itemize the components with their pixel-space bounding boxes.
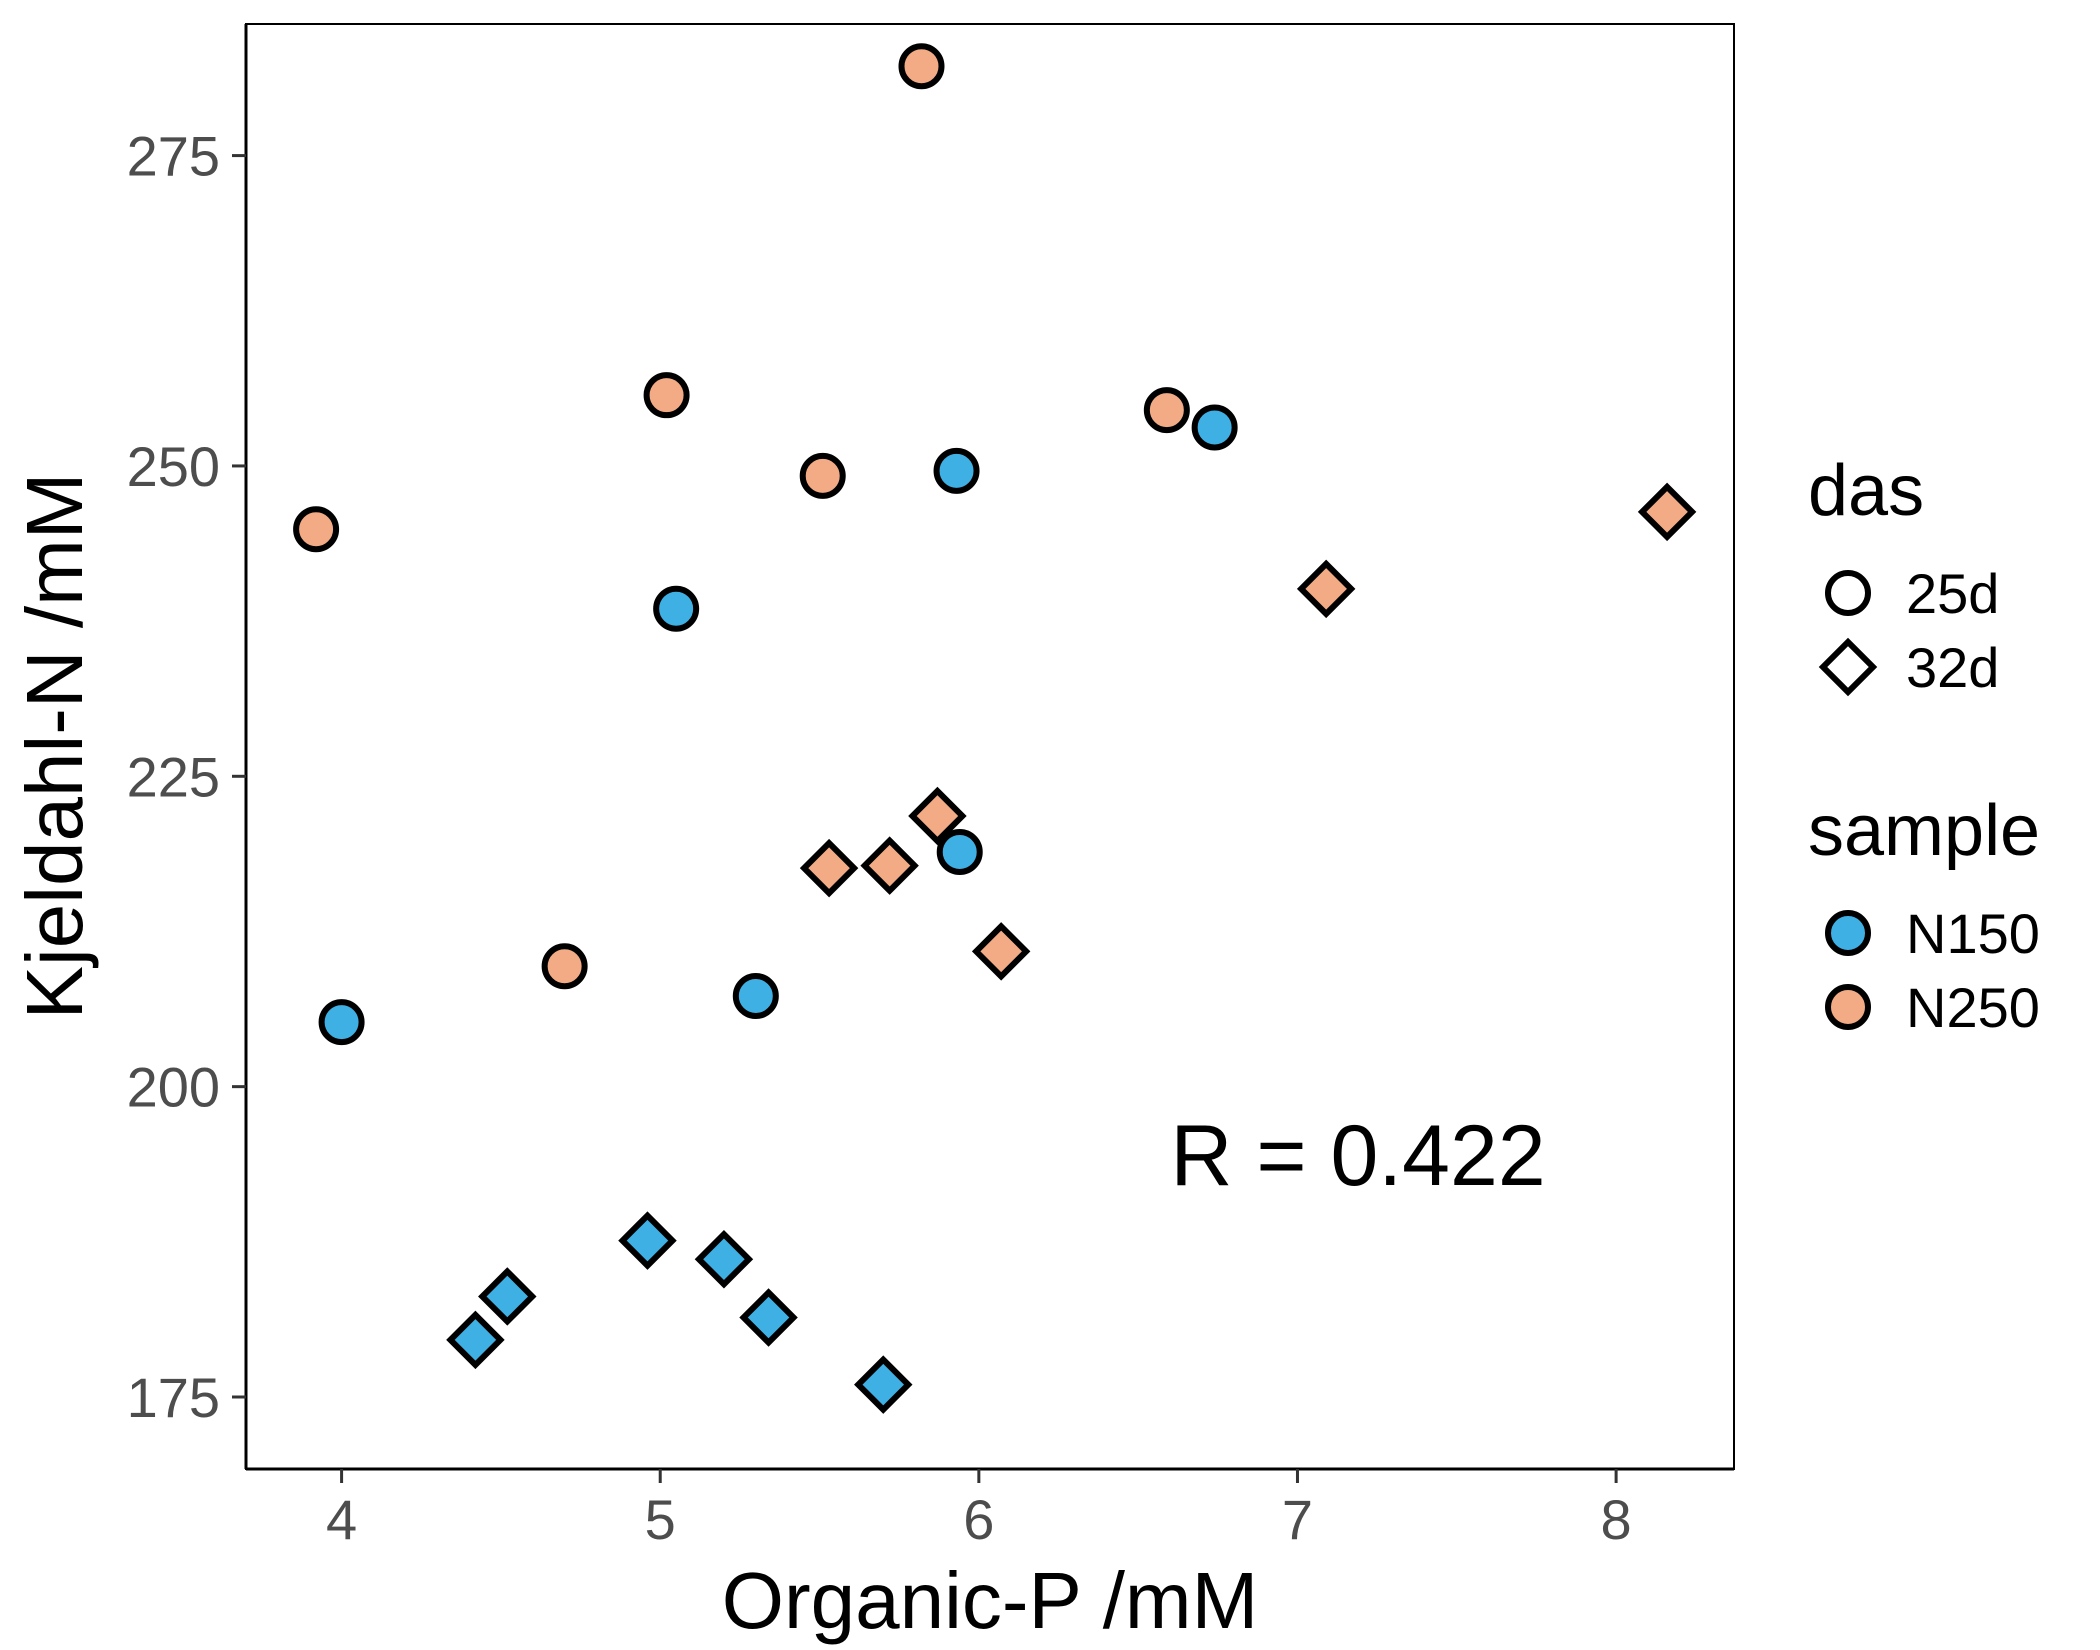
point-n150-25d xyxy=(933,447,980,494)
x-tick-label: 7 xyxy=(1282,1488,1313,1551)
legend-title-sample: sample xyxy=(1808,791,2040,871)
legend-label-32d: 32d xyxy=(1906,636,1999,699)
legend: das 25d 32d sample N150 N250 xyxy=(1808,451,2040,1039)
point-n250-25d xyxy=(898,43,945,90)
point-n150-32d xyxy=(618,1211,677,1270)
y-axis-title: Kjeldahl-N /mM xyxy=(10,473,99,1020)
point-n150-32d xyxy=(694,1229,754,1289)
point-n150-25d xyxy=(1191,404,1238,451)
point-n250-25d xyxy=(643,372,690,419)
point-n250-25d xyxy=(293,506,340,553)
x-tick-label: 8 xyxy=(1601,1488,1632,1551)
point-n250-32d xyxy=(1296,559,1356,619)
point-n150-32d xyxy=(854,1355,913,1414)
legend-key-32d xyxy=(1818,637,1878,697)
y-tick-label: 225 xyxy=(127,745,220,808)
x-tick-label: 6 xyxy=(963,1488,994,1551)
legend-label-25d: 25d xyxy=(1906,562,1999,625)
point-n250-25d xyxy=(541,943,588,990)
point-n150-25d xyxy=(732,973,779,1020)
x-axis-title: Organic-P /mM xyxy=(722,1556,1258,1645)
legend-key-n150 xyxy=(1825,910,1871,956)
point-n250-32d xyxy=(799,838,859,898)
point-n150-25d xyxy=(936,829,983,876)
point-n250-25d xyxy=(799,452,846,499)
y-tick-label: 175 xyxy=(127,1366,220,1429)
y-tick-label: 200 xyxy=(127,1056,220,1119)
y-tick-label: 275 xyxy=(127,125,220,188)
correlation-annotation: R = 0.422 xyxy=(1170,1108,1545,1204)
point-n250-32d xyxy=(1637,482,1697,542)
x-tick-label: 4 xyxy=(326,1488,357,1551)
point-n250-25d xyxy=(1143,387,1190,434)
legend-title-das: das xyxy=(1808,451,1924,531)
legend-label-n150: N150 xyxy=(1906,902,2040,965)
point-n250-32d xyxy=(908,786,967,846)
point-n150-25d xyxy=(653,585,700,632)
point-n150-32d xyxy=(478,1267,537,1326)
point-n150-32d xyxy=(739,1288,798,1347)
legend-key-n250 xyxy=(1825,984,1871,1030)
plot-panel xyxy=(245,23,1735,1470)
legend-key-25d xyxy=(1825,570,1871,616)
legend-label-n250: N250 xyxy=(1906,976,2040,1039)
point-n150-32d xyxy=(446,1310,505,1370)
point-n250-32d xyxy=(860,836,919,895)
y-tick-label: 250 xyxy=(127,435,220,498)
point-n150-25d xyxy=(318,999,365,1046)
point-n250-32d xyxy=(971,922,1031,981)
x-tick-label: 5 xyxy=(645,1488,676,1551)
